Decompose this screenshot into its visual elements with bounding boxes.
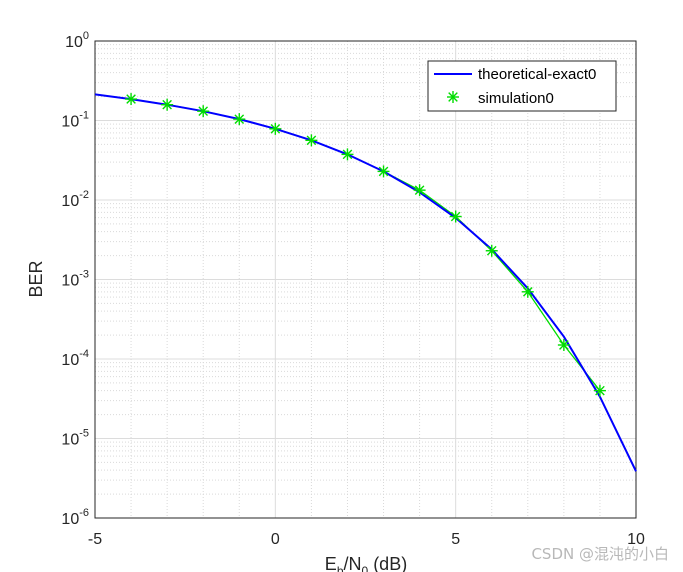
- simulation-point: [269, 122, 282, 135]
- simulation-point: [233, 113, 246, 126]
- simulation-point: [125, 93, 138, 106]
- simulation-point: [521, 285, 534, 298]
- y-axis-label: BER: [26, 260, 46, 297]
- x-tick-labels: -5 0 5 10: [88, 531, 645, 548]
- legend-label-theoretical: theoretical-exact0: [478, 66, 596, 83]
- x-label-e: E: [325, 554, 337, 572]
- simulation-point: [413, 184, 426, 197]
- x-label-sep: /N: [344, 554, 362, 572]
- y-tick-label: 10-2: [61, 189, 89, 210]
- y-tick-labels: 100 10-1 10-2 10-3 10-4 10-5 10-6: [61, 30, 89, 528]
- simulation-point: [161, 98, 174, 111]
- simulation-point: [341, 148, 354, 161]
- simulation-point: [449, 210, 462, 223]
- simulation-point: [377, 165, 390, 178]
- y-tick-label: 10-4: [61, 348, 89, 369]
- x-label-sub-b: b: [337, 564, 344, 572]
- legend-asterisk: [447, 91, 459, 103]
- x-tick-label: 5: [451, 531, 460, 548]
- simulation-point: [485, 244, 498, 257]
- watermark: CSDN @混沌的小白: [531, 545, 669, 563]
- simulation-point: [593, 384, 606, 397]
- y-tick-label: 10-3: [61, 269, 89, 290]
- legend-label-simulation: simulation0: [478, 90, 554, 107]
- grid: [94, 40, 637, 519]
- y-tick-label: 100: [65, 30, 89, 51]
- y-tick-label: 10-1: [61, 110, 89, 131]
- x-label-unit: (dB): [368, 554, 407, 572]
- series-line-simulation0: [131, 98, 601, 392]
- legend-box: [427, 60, 617, 112]
- x-tick-label: 10: [627, 531, 645, 548]
- x-tick-label: 0: [271, 531, 280, 548]
- simulation-point: [305, 134, 318, 147]
- x-tick-label: -5: [88, 531, 102, 548]
- y-tick-label: 10-6: [61, 507, 89, 528]
- simulation-point: [197, 105, 210, 118]
- x-axis-label: Eb/N0 (dB): [325, 554, 407, 572]
- simulation-point: [557, 339, 570, 352]
- series-layer: [94, 93, 637, 472]
- x-label-sub-0: 0: [362, 564, 369, 572]
- y-tick-label: 10-5: [61, 428, 89, 449]
- series-line-theoretical-exact0: [94, 93, 637, 472]
- legend-marker-simulation: [447, 91, 459, 103]
- axes-box: [94, 40, 637, 519]
- legend: theoretical-exact0 simulation0: [427, 60, 617, 112]
